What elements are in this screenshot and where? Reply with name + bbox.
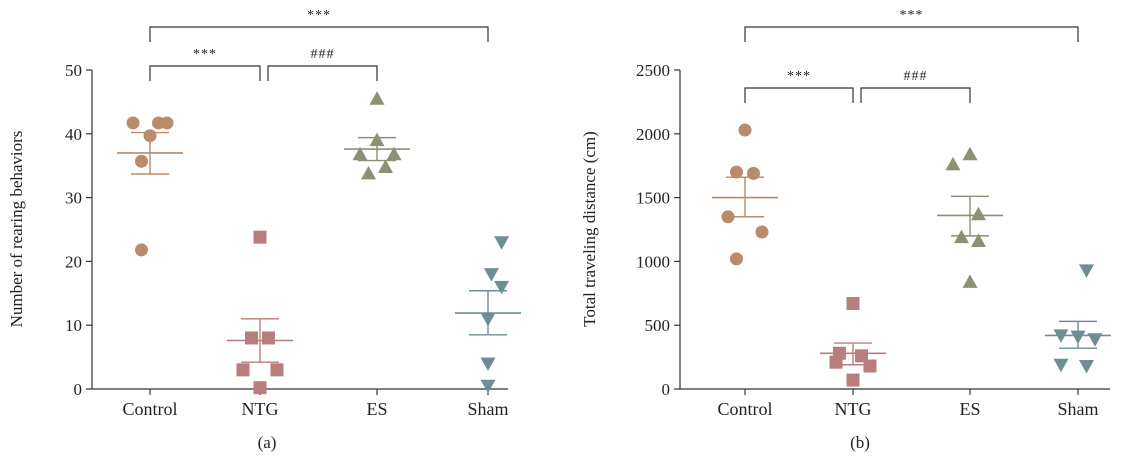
data-point-sham xyxy=(480,312,496,327)
data-point-es xyxy=(962,146,978,161)
significance-bracket xyxy=(149,65,261,81)
data-point-es xyxy=(361,165,376,180)
data-point-ntg xyxy=(253,230,267,244)
data-point-sham xyxy=(494,280,510,295)
y-tick-label: 0 xyxy=(662,380,671,399)
x-tick-label-ntg: NTG xyxy=(835,399,872,419)
data-point-es xyxy=(378,159,393,173)
panel-b-ylabel: Total traveling distance (cm) xyxy=(580,131,599,327)
y-tick-label: 40 xyxy=(65,125,82,144)
data-point-sham xyxy=(483,268,499,282)
y-tick-label: 30 xyxy=(65,189,82,208)
data-point-sham xyxy=(1079,264,1094,278)
significance-bracket xyxy=(149,26,489,42)
panel-a-label: (a) xyxy=(258,433,277,452)
data-point-ntg xyxy=(829,355,843,369)
x-tick-label-es: ES xyxy=(959,399,980,419)
data-point-ntg xyxy=(846,373,860,387)
data-point-control xyxy=(738,123,752,137)
data-point-ntg xyxy=(253,381,267,395)
data-point-ntg xyxy=(863,359,877,373)
y-tick-label: 0 xyxy=(74,380,83,399)
y-tick-label: 1500 xyxy=(636,189,670,208)
data-point-control xyxy=(730,252,743,266)
data-point-sham xyxy=(1079,360,1094,374)
data-point-sham xyxy=(1053,358,1069,373)
data-point-ntg xyxy=(270,363,284,377)
y-tick-label: 1000 xyxy=(636,252,670,271)
data-point-es xyxy=(352,146,368,161)
significance-label: ### xyxy=(311,47,335,62)
x-tick-label-control: Control xyxy=(122,399,177,419)
x-tick-label-ntg: NTG xyxy=(242,399,279,419)
data-point-control xyxy=(152,116,165,130)
significance-label: ### xyxy=(904,69,928,84)
y-tick-label: 2500 xyxy=(636,61,670,80)
y-tick-label: 50 xyxy=(65,61,82,80)
y-tick-label: 2000 xyxy=(636,125,670,144)
data-point-sham xyxy=(1087,333,1103,347)
significance-label: *** xyxy=(900,8,924,23)
data-point-control xyxy=(126,116,140,130)
data-point-es xyxy=(945,156,961,171)
data-point-control xyxy=(143,129,157,143)
data-point-control xyxy=(721,210,735,224)
data-point-ntg xyxy=(236,363,250,377)
y-tick-label: 20 xyxy=(65,252,82,271)
data-point-ntg xyxy=(262,331,275,345)
data-point-sham xyxy=(494,236,510,250)
significance-label: *** xyxy=(193,47,217,62)
data-point-sham xyxy=(480,357,496,371)
panel-a: Number of rearing behaviors (a) xyxy=(7,131,276,452)
data-point-sham xyxy=(480,379,496,394)
significance-label: *** xyxy=(787,69,811,84)
data-point-control xyxy=(747,166,760,180)
x-tick-label-es: ES xyxy=(366,399,387,419)
data-point-sham xyxy=(1053,329,1069,343)
panel-b-label: (b) xyxy=(850,433,870,452)
data-point-es xyxy=(962,274,978,288)
data-point-ntg xyxy=(855,349,868,363)
data-point-control xyxy=(755,225,769,239)
y-tick-label: 500 xyxy=(645,316,671,335)
plot-area-b: 0 500 1000 1500 2000 2500 Control NTG ES Sham *** *… xyxy=(636,8,1111,419)
data-point-control xyxy=(135,154,148,168)
data-point-ntg xyxy=(245,331,258,345)
data-point-ntg xyxy=(846,297,860,311)
significance-label: *** xyxy=(307,8,331,23)
significance-bracket xyxy=(267,65,378,81)
panel-a-ylabel: Number of rearing behaviors xyxy=(7,131,26,328)
data-point-sham xyxy=(1070,330,1086,345)
significance-bracket xyxy=(744,26,1079,42)
x-tick-label-control: Control xyxy=(717,399,772,419)
x-tick-label-sham: Sham xyxy=(467,399,508,419)
significance-bracket xyxy=(860,87,971,103)
data-point-control xyxy=(135,243,148,257)
data-point-es xyxy=(386,146,402,161)
data-point-es xyxy=(369,91,385,105)
data-point-es xyxy=(971,233,986,247)
significance-bracket xyxy=(744,87,854,103)
y-tick-label: 10 xyxy=(65,316,82,335)
x-tick-label-sham: Sham xyxy=(1057,399,1098,419)
data-point-es xyxy=(954,229,969,244)
data-point-control xyxy=(730,165,743,179)
panel-b: Total traveling distance (cm) (b) xyxy=(580,131,870,452)
data-point-es xyxy=(369,132,385,147)
plot-area-a: 0 10 20 30 40 50 Control NTG ES Sham *** *** ### xyxy=(65,8,521,419)
data-point-es xyxy=(971,206,986,221)
